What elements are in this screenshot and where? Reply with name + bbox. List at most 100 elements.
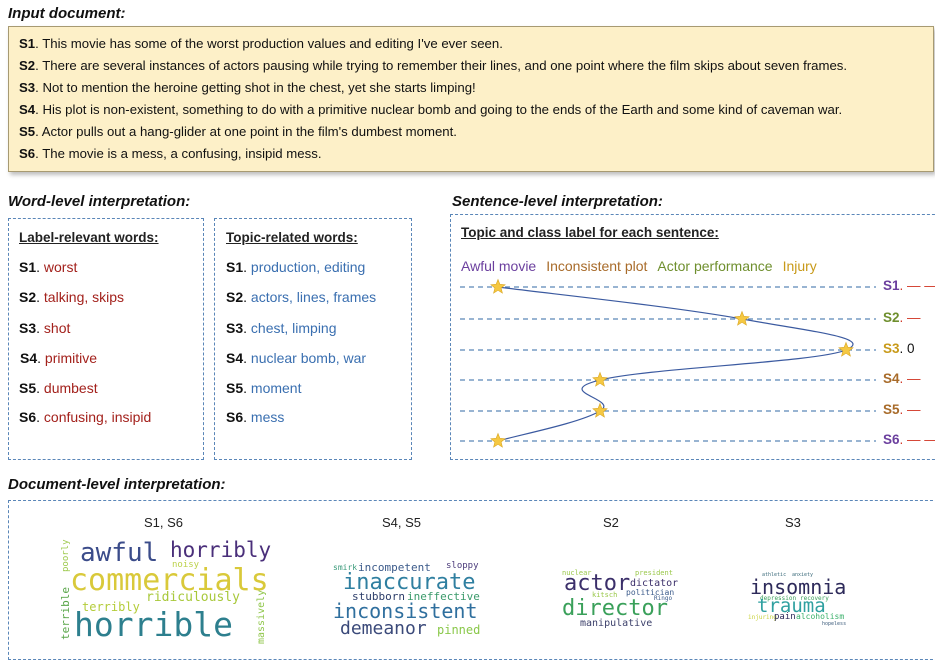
sentence-id: S5 [883,402,900,417]
cloud-word: kitsch [592,591,618,599]
label-relevant-header: Label-relevant words: [19,230,159,245]
sentence-topic-header: Topic and class label for each sentence: [461,225,719,240]
topic-related-words: production, editing [250,259,366,275]
cloud-word: incompetent [358,561,431,574]
sentence-topic-star [734,310,750,326]
label-word-row: S3. shot [19,320,70,336]
label-relevant-words: primitive [44,350,98,366]
cloud-word: poorly [61,539,71,572]
sentence-6: S6. The movie is a mess, a confusing, in… [19,146,322,161]
cloud-word: manipulative [580,618,653,629]
cloud-word: terribly [82,600,140,614]
cloud-word: noisy [172,560,200,570]
label-word-row: S4. primitive [20,350,97,366]
separator: . [243,409,251,425]
topic-word-row: S6. mess [226,409,284,425]
cloud-word: athletic [762,572,787,578]
cloud-word: trauma [757,595,826,617]
cloud-word: director [562,596,668,621]
legend-awful-movie: Awful movie [461,258,537,274]
cloud-word: inconsistent [333,599,478,623]
cloud-word: horribly [170,538,272,562]
label-word-row: S2. talking, skips [19,289,124,305]
cloud-word: depression [760,595,797,602]
sentence-level-title: Sentence-level interpretation: [452,193,663,210]
cloud-label-s3: S3 [785,515,801,530]
topic-related-box [214,218,412,460]
cloud-word: awful [80,538,159,568]
sentence-topic-star [592,402,608,418]
sentence-id: S3 [226,320,244,336]
cloud-label-s4-s5: S4, S5 [382,515,422,530]
sentence-id: S6 [226,409,244,425]
label-relevant-words: confusing, insipid [43,409,152,425]
input-document-title: Input document: [8,5,126,22]
sentence-5: S5. Actor pulls out a hang-glider at one… [19,124,457,139]
label-relevant-words: talking, skips [43,289,125,305]
legend-inconsistent-plot: Inconsistent plot [546,258,648,274]
cloud-word: inaccurate [343,570,476,595]
document-level-title: Document-level interpretation: [8,476,226,493]
sentence-class-label: S3. 0 [883,341,915,356]
separator: . [243,289,251,305]
topic-legend: Awful movie Inconsistent plot Actor perfor… [461,258,827,276]
separator: . [36,259,44,275]
sentence-topic-star [490,432,506,448]
topic-related-words: moment [250,380,302,396]
cloud-word: hopeless [822,621,847,627]
sentence-topic-star [592,371,608,387]
separator: . [243,320,251,336]
cloud-word: president [635,569,673,577]
sentence-3: S3. Not to mention the heroine getting s… [19,80,476,95]
label-word-row: S5. dumbest [19,380,98,396]
class-label-marker: . — [899,402,921,417]
cloud-word: terrible [59,587,72,640]
sentence-id: S2 [883,310,900,325]
sentence-id: S6 [19,409,37,425]
label-relevant-words: dumbest [43,380,98,396]
sentence-2: S2. There are several instances of actor… [19,58,848,73]
sentence-4: S4. His plot is non-existent, something … [19,102,843,117]
cloud-word: pinned [437,623,481,637]
sentence-class-label: S1. — — [883,278,935,293]
topic-word-row: S2. actors, lines, frames [226,289,376,305]
cloud-label-s2: S2 [603,515,619,530]
separator: . [36,380,44,396]
label-relevant-words: worst [43,259,78,275]
label-word-row: S6. confusing, insipid [19,409,151,425]
class-label-marker: . 0 [899,341,915,356]
sentence-class-label: S2. — [883,310,921,325]
sentence-id: S3 [19,320,37,336]
cloud-word: recovery [800,595,829,602]
label-word-row: S1. worst [19,259,77,275]
topic-related-words: chest, limping [250,320,337,336]
word-level-title: Word-level interpretation: [8,193,191,210]
sentence-class-label: S5. — [883,402,921,417]
sentence-1: S1. This movie has some of the worst pro… [19,36,503,51]
separator: . [36,320,44,336]
cloud-word: sloppy [446,561,479,571]
sentence-level-box [450,214,935,460]
topic-trajectory-curve [497,286,854,442]
cloud-word: nuclear [562,569,592,577]
topic-word-row: S1. production, editing [226,259,365,275]
sentence-topic-star [490,278,506,294]
cloud-word: politician [626,588,675,597]
cloud-word: ineffective [407,590,480,603]
topic-related-words: actors, lines, frames [250,289,377,305]
cloud-word: actor [564,571,631,596]
label-relevant-words: shot [43,320,71,336]
cloud-word: commercials [70,563,269,598]
sentence-id: S3 [883,341,900,356]
topic-word-row: S3. chest, limping [226,320,337,336]
cloud-word: stubborn [352,590,405,603]
cloud-word: dictator [630,578,679,589]
sentence-id: S2 [226,289,244,305]
sentence-id: S1 [226,259,244,275]
cloud-word: pain [774,612,796,622]
class-label-marker: . — [899,310,921,325]
cloud-word: alcoholism [796,612,845,621]
topic-word-row: S5. moment [226,380,301,396]
sentence-topic-star [838,341,854,357]
